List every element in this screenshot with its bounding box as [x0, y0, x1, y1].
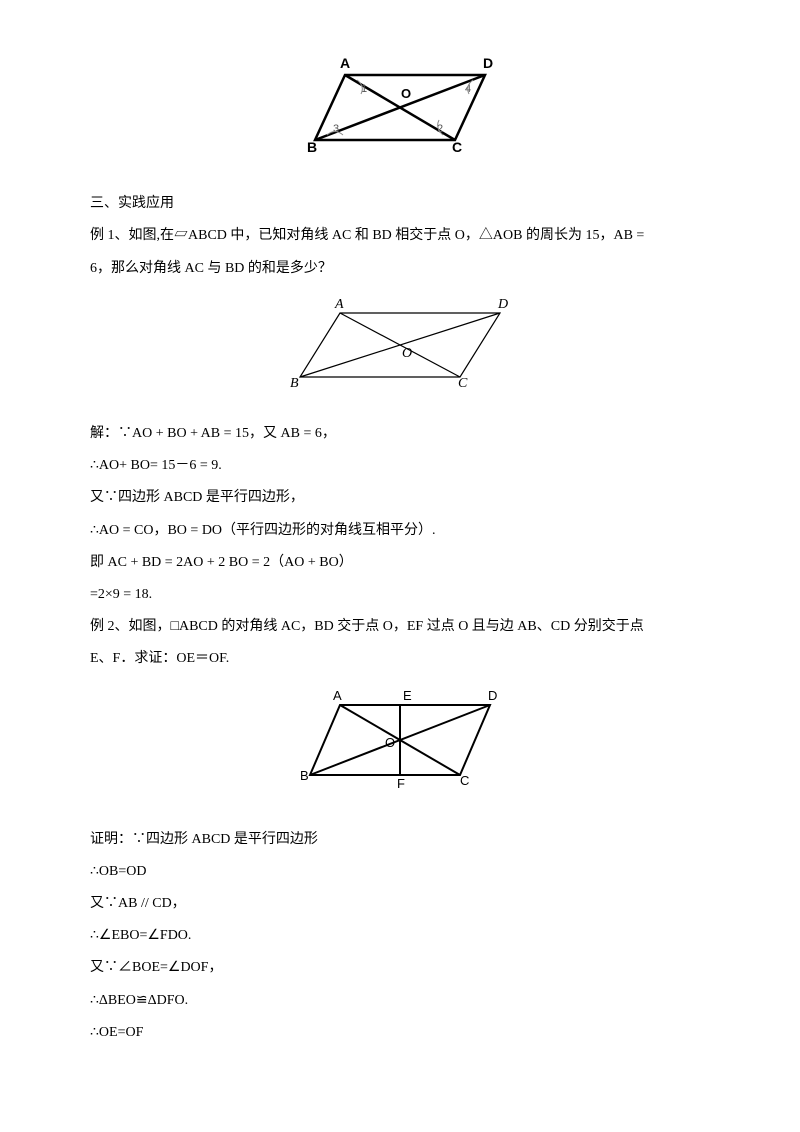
- page-content: A D B C O 1 2 3 4 三、实践应用 例 1、如图,在▱ABCD 中…: [0, 0, 800, 1089]
- proof-line4: ∴∠EBO=∠FDO.: [90, 920, 710, 952]
- label-D: D: [483, 55, 493, 71]
- label-C: C: [452, 139, 462, 155]
- label-F3: F: [397, 776, 405, 791]
- label-A2: A: [334, 297, 344, 312]
- proof-line7: ∴OE=OF: [90, 1017, 710, 1049]
- solution1-line5: 即 AC + BD = 2AO + 2 BO = 2（AO + BO）: [90, 547, 710, 579]
- label-E3: E: [403, 688, 412, 703]
- label-A3: A: [333, 688, 342, 703]
- solution1-line4: ∴AO = CO，BO = DO（平行四边形的对角线互相平分）.: [90, 515, 710, 547]
- example1-line2: 6，那么对角线 AC 与 BD 的和是多少？: [90, 253, 710, 285]
- solution1-line6: =2×9 = 18.: [90, 579, 710, 611]
- label-B2: B: [290, 376, 299, 391]
- proof-line6: ∴ΔBEO≌ΔDFO.: [90, 985, 710, 1017]
- angle-3: 3: [333, 123, 339, 135]
- figure-1: A D B C O 1 2 3 4: [90, 50, 710, 178]
- label-O: O: [401, 86, 411, 101]
- proof-line5: 又∵∠BOE=∠DOF，: [90, 952, 710, 984]
- label-D3: D: [488, 688, 497, 703]
- label-B3: B: [300, 768, 309, 783]
- label-D2: D: [497, 297, 508, 312]
- example2-line2: E、F．求证：OE＝OF.: [90, 643, 710, 675]
- label-C2: C: [458, 376, 468, 391]
- solution1-line3: 又∵四边形 ABCD 是平行四边形，: [90, 482, 710, 514]
- label-O3: O: [385, 735, 395, 750]
- example2-line1: 例 2、如图，□ABCD 的对角线 AC，BD 交于点 O，EF 过点 O 且与…: [90, 611, 710, 643]
- figure-2: A D B C O: [90, 295, 710, 408]
- label-A: A: [340, 55, 350, 71]
- label-O2: O: [402, 346, 412, 361]
- label-B: B: [307, 139, 317, 155]
- proof-line3: 又∵AB // CD，: [90, 888, 710, 920]
- label-C3: C: [460, 773, 469, 788]
- figure-3: A D B C E F O: [90, 685, 710, 813]
- solution1-line1: 解：∵AO + BO + AB = 15，又 AB = 6，: [90, 418, 710, 450]
- section-heading: 三、实践应用: [90, 188, 710, 220]
- proof-line1: 证明：∵四边形 ABCD 是平行四边形: [90, 824, 710, 856]
- solution1-line2: ∴AO+ BO= 15－6 = 9.: [90, 450, 710, 482]
- proof-line2: ∴OB=OD: [90, 856, 710, 888]
- example1-line1: 例 1、如图,在▱ABCD 中，已知对角线 AC 和 BD 相交于点 O，△AO…: [90, 220, 710, 252]
